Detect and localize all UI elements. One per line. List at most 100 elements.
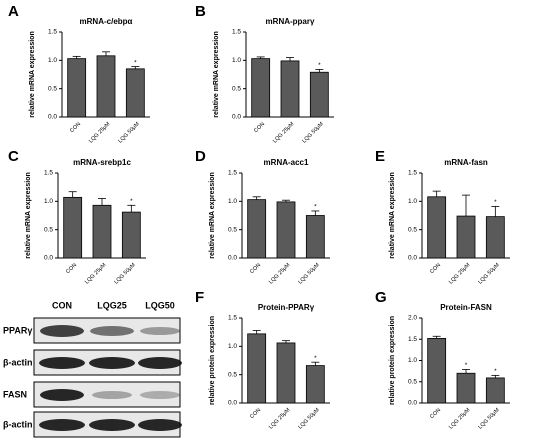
- chart-title: mRNA-pparγ: [266, 17, 315, 26]
- blot-column: LQG50: [145, 300, 175, 310]
- chart-title: mRNA-c/ebpα: [80, 17, 133, 26]
- bar: [309, 71, 329, 118]
- panel-letter: E: [375, 148, 385, 165]
- bar: [280, 60, 300, 118]
- bar: [456, 215, 476, 259]
- y-tick-label: 1.0: [408, 198, 417, 205]
- bar: [305, 365, 325, 404]
- x-tick-label: LQG 25μM: [88, 121, 112, 145]
- blot-band: [39, 419, 85, 431]
- y-tick-label: 1.5: [232, 29, 241, 36]
- blot-row: β-actin: [3, 419, 33, 429]
- y-axis-label: relative mRNA expression: [25, 172, 32, 259]
- error-bar: [432, 335, 441, 339]
- y-tick-label: 1.5: [228, 170, 237, 177]
- panel-letter: F: [195, 289, 204, 306]
- error-bar: [72, 55, 81, 59]
- error-bar: [252, 196, 261, 200]
- blot-row: FASN: [3, 389, 27, 399]
- x-tick-label: LQG 50μM: [117, 121, 141, 145]
- blot-band: [89, 419, 135, 431]
- blot-band: [92, 391, 132, 399]
- error-bar: [462, 194, 470, 217]
- error-bar: [282, 340, 290, 343]
- significance-mark: *: [494, 199, 497, 206]
- error-bar: [102, 51, 110, 56]
- y-axis-label: relative mRNA expression: [209, 172, 216, 259]
- bar: [63, 196, 83, 259]
- y-tick-label: 1.0: [408, 357, 417, 364]
- x-tick-label: CON: [69, 121, 82, 134]
- panel-letter: C: [8, 148, 19, 165]
- y-tick-label: 1.5: [228, 315, 237, 322]
- error-bar: [98, 198, 106, 206]
- bar: [276, 342, 296, 404]
- bar: [125, 68, 145, 118]
- bar: [485, 377, 505, 404]
- bar: [456, 372, 476, 404]
- x-tick-label: CON: [429, 407, 442, 420]
- y-tick-label: 1.0: [228, 343, 237, 350]
- bar: [92, 204, 112, 259]
- bar: [305, 215, 325, 259]
- x-tick-label: CON: [249, 262, 262, 275]
- significance-mark: *: [318, 62, 321, 69]
- blot-band: [89, 357, 135, 369]
- y-tick-label: 1.0: [228, 198, 237, 205]
- x-tick-label: LQG 25μM: [268, 262, 292, 286]
- y-tick-label: 1.0: [44, 198, 53, 205]
- chart-title: Protein-FASN: [440, 303, 492, 312]
- bar: [121, 211, 141, 259]
- x-tick-label: LQG 50μM: [113, 262, 137, 286]
- error-bar: [462, 369, 470, 374]
- y-tick-label: 1.0: [48, 57, 57, 64]
- blot-band: [40, 325, 84, 337]
- blot-band: [39, 357, 85, 369]
- bar: [247, 333, 267, 404]
- chart-title: Protein-PPARγ: [258, 303, 315, 312]
- blot-row: PPARγ: [3, 325, 32, 335]
- error-bar: [491, 206, 500, 217]
- blot-band: [138, 419, 182, 431]
- bar: [96, 55, 116, 118]
- x-tick-label: CON: [65, 262, 78, 275]
- chart-title: mRNA-srebp1c: [73, 158, 131, 167]
- y-tick-label: 0.5: [408, 226, 417, 233]
- blot-band: [90, 326, 134, 336]
- y-tick-label: 0.5: [44, 226, 53, 233]
- bar: [427, 337, 447, 404]
- bar: [485, 216, 505, 259]
- y-tick-label: 1.5: [44, 170, 53, 177]
- y-axis-label: relative protein expression: [209, 316, 216, 405]
- y-axis-label: relative mRNA expression: [389, 172, 396, 259]
- x-tick-label: LQG 25μM: [448, 262, 472, 286]
- error-bar: [311, 361, 320, 366]
- x-tick-label: LQG 50μM: [301, 121, 325, 145]
- y-tick-label: 0.5: [48, 85, 57, 92]
- x-tick-label: LQG 25μM: [272, 121, 296, 145]
- chart-title: mRNA-acc1: [264, 158, 309, 167]
- bar: [427, 196, 447, 259]
- error-bar: [127, 204, 136, 213]
- significance-mark: *: [465, 362, 468, 369]
- panel-letter: G: [375, 289, 387, 306]
- y-tick-label: 0.0: [44, 255, 53, 262]
- significance-mark: *: [314, 355, 317, 362]
- panel-letter: A: [8, 3, 19, 20]
- y-tick-label: 1.5: [408, 170, 417, 177]
- y-tick-label: 0.0: [228, 400, 237, 407]
- x-tick-label: CON: [253, 121, 266, 134]
- y-tick-label: 0.0: [408, 255, 417, 262]
- blot-column: LQG25: [97, 300, 127, 310]
- blot-band: [140, 327, 180, 335]
- y-axis-label: relative protein expression: [389, 316, 396, 405]
- error-bar: [311, 210, 320, 216]
- x-tick-label: CON: [429, 262, 442, 275]
- y-tick-label: 0.0: [48, 114, 57, 121]
- x-tick-label: LQG 25μM: [268, 407, 292, 431]
